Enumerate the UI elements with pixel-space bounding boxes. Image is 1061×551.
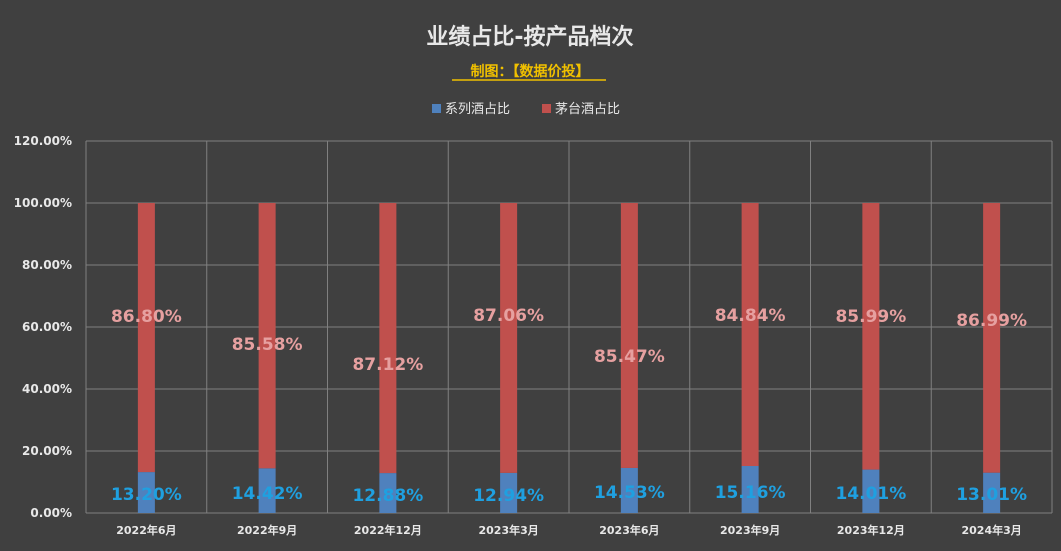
bar-series-2 — [741, 203, 759, 467]
x-tick-label: 2022年6月 — [116, 523, 176, 537]
bar-series-1 — [862, 469, 880, 513]
bar-series-2 — [862, 203, 880, 470]
y-axis: 0.00% 20.00% 40.00% 60.00% 80.00% 100.00% 120.… — [14, 134, 72, 520]
data-label-series-2: 85.99% — [835, 307, 906, 327]
bar-series-2 — [500, 203, 518, 473]
legend-label-series-1: 系列酒占比 — [445, 102, 510, 117]
bar-series-2 — [379, 203, 397, 474]
data-label-series-2: 87.12% — [352, 355, 423, 375]
data-label-series-2: 85.47% — [594, 347, 665, 367]
data-label-series-2: 86.99% — [956, 311, 1027, 331]
data-label-series-1: 13.20% — [111, 485, 182, 505]
x-tick-label: 2022年12月 — [354, 523, 422, 537]
data-label-series-1: 14.53% — [594, 483, 665, 503]
bar-series-1 — [620, 467, 638, 513]
x-tick-label: 2023年3月 — [478, 523, 538, 537]
gridlines — [85, 140, 1053, 514]
legend-swatch-series-1 — [432, 104, 441, 113]
bar-series-2 — [258, 203, 276, 469]
data-label-series-1: 12.94% — [473, 486, 544, 506]
data-label-series-1: 13.01% — [956, 485, 1027, 505]
data-label-series-1: 15.16% — [715, 483, 786, 503]
x-tick-label: 2024年3月 — [961, 523, 1021, 537]
bar-series-2 — [137, 203, 155, 473]
y-tick-label: 40.00% — [22, 382, 72, 396]
x-axis: 2022年6月 2022年9月 2022年12月 2023年3月 2023年6月 2023… — [116, 523, 1022, 537]
y-tick-label: 120.00% — [14, 134, 72, 148]
x-tick-label: 2023年12月 — [837, 523, 905, 537]
data-label-series-2: 85.58% — [232, 335, 303, 355]
bar-series-1 — [258, 468, 276, 513]
data-label-series-2: 87.06% — [473, 306, 544, 326]
legend-swatch-series-2 — [542, 104, 551, 113]
data-label-series-1: 12.88% — [352, 486, 423, 506]
chart-title: 业绩占比-按产品档次 — [426, 24, 633, 50]
legend-label-series-2: 茅台酒占比 — [555, 102, 620, 117]
x-tick-label: 2023年9月 — [720, 523, 780, 537]
x-tick-label: 2023年6月 — [599, 523, 659, 537]
chart-subtitle: 制图：【数据价投】 — [471, 63, 590, 80]
bar-series-1 — [379, 473, 397, 513]
bar-series-1 — [137, 472, 155, 513]
data-label-series-2: 84.84% — [715, 306, 786, 326]
bar-series-1 — [983, 472, 1001, 513]
bar-series-2 — [620, 203, 638, 468]
legend: 系列酒占比 茅台酒占比 — [432, 102, 620, 117]
bar-series-2 — [983, 203, 1001, 473]
bar-series-1 — [741, 466, 759, 513]
bars — [137, 203, 1001, 513]
data-label-series-2: 86.80% — [111, 307, 182, 327]
data-labels: 13.20% 86.80% 14.42% 85.58% 12.88% 87.12% 12.9… — [111, 306, 1027, 506]
y-tick-label: 80.00% — [22, 258, 72, 272]
y-tick-label: 0.00% — [30, 506, 72, 520]
data-label-series-1: 14.42% — [232, 484, 303, 504]
bar-series-1 — [500, 472, 518, 513]
y-tick-label: 100.00% — [14, 196, 72, 210]
y-tick-label: 20.00% — [22, 444, 72, 458]
data-label-series-1: 14.01% — [835, 484, 906, 504]
y-tick-label: 60.00% — [22, 320, 72, 334]
x-tick-label: 2022年9月 — [237, 523, 297, 537]
